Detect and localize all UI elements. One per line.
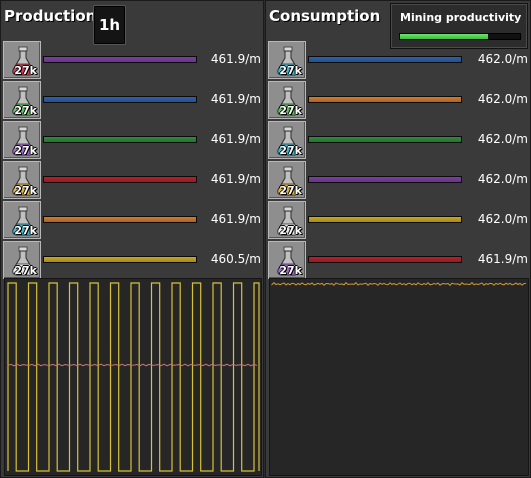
item-slot[interactable]: 27k bbox=[3, 201, 41, 239]
item-count: 27k bbox=[279, 144, 302, 157]
rate-bar-fill bbox=[44, 57, 196, 62]
production-oscillation-line bbox=[7, 282, 260, 472]
rate-bar bbox=[43, 256, 197, 263]
item-row[interactable]: 27k 461.9/m bbox=[3, 201, 263, 239]
time-range-button[interactable]: 1h bbox=[93, 5, 126, 45]
item-row[interactable]: 27k 462.0/m bbox=[268, 161, 530, 199]
item-count: 27k bbox=[279, 184, 302, 197]
item-count: 27k bbox=[14, 224, 37, 237]
item-slot[interactable]: 27k bbox=[3, 241, 41, 279]
mining-productivity-box: Mining productivity bbox=[390, 3, 528, 49]
production-average-line bbox=[7, 363, 258, 367]
item-rate: 461.9/m bbox=[477, 252, 528, 266]
item-slot[interactable]: 27k bbox=[268, 241, 306, 279]
rate-bar bbox=[308, 216, 462, 223]
rate-bar bbox=[43, 136, 197, 143]
item-slot[interactable]: 27k bbox=[268, 121, 306, 159]
consumption-panel: Consumption Mining productivity 27k 462.0… bbox=[265, 0, 531, 478]
rate-bar-fill bbox=[44, 177, 196, 182]
rate-bar-fill bbox=[44, 137, 196, 142]
rate-bar-fill bbox=[44, 217, 196, 222]
rate-bar-fill bbox=[309, 217, 461, 222]
item-row[interactable]: 27k 462.0/m bbox=[268, 41, 530, 79]
item-slot[interactable]: 27k bbox=[3, 121, 41, 159]
item-count: 27k bbox=[14, 64, 37, 77]
item-rate: 462.0/m bbox=[477, 132, 528, 146]
rate-bar-fill bbox=[309, 137, 461, 142]
item-count: 27k bbox=[279, 104, 302, 117]
rate-bar bbox=[308, 176, 462, 183]
consumption-line bbox=[271, 281, 527, 287]
rate-bar-fill bbox=[44, 97, 196, 102]
item-count: 27k bbox=[279, 224, 302, 237]
item-rate: 461.9/m bbox=[210, 172, 261, 186]
item-row[interactable]: 27k 462.0/m bbox=[268, 201, 530, 239]
consumption-title: Consumption bbox=[269, 7, 381, 25]
mining-productivity-fill bbox=[400, 34, 488, 39]
rate-bar bbox=[43, 56, 197, 63]
item-rate: 462.0/m bbox=[477, 92, 528, 106]
item-row[interactable]: 27k 462.0/m bbox=[268, 121, 530, 159]
rate-bar-fill bbox=[309, 177, 461, 182]
item-rate: 461.9/m bbox=[210, 212, 261, 226]
item-count: 27k bbox=[279, 64, 302, 77]
item-slot[interactable]: 27k bbox=[268, 201, 306, 239]
rate-bar-fill bbox=[309, 57, 461, 62]
item-rate: 461.9/m bbox=[210, 92, 261, 106]
production-graph-svg bbox=[7, 282, 260, 472]
item-count: 27k bbox=[14, 264, 37, 277]
item-rate: 461.9/m bbox=[210, 132, 261, 146]
item-row[interactable]: 27k 461.9/m bbox=[3, 81, 263, 119]
rate-bar bbox=[308, 56, 462, 63]
item-count: 27k bbox=[279, 264, 302, 277]
item-slot[interactable]: 27k bbox=[3, 81, 41, 119]
production-title: Production bbox=[4, 7, 97, 25]
item-row[interactable]: 27k 461.9/m bbox=[3, 41, 263, 79]
item-row[interactable]: 27k 461.9/m bbox=[3, 161, 263, 199]
item-rate: 462.0/m bbox=[477, 172, 528, 186]
item-row[interactable]: 27k 460.5/m bbox=[3, 241, 263, 279]
item-count: 27k bbox=[14, 104, 37, 117]
consumption-graph bbox=[269, 278, 529, 476]
mining-productivity-label: Mining productivity bbox=[400, 11, 522, 24]
rate-bar bbox=[308, 256, 462, 263]
consumption-graph-svg bbox=[271, 281, 527, 287]
rate-bar bbox=[43, 216, 197, 223]
item-rate: 460.5/m bbox=[210, 252, 261, 266]
item-rate: 462.0/m bbox=[477, 52, 528, 66]
item-slot[interactable]: 27k bbox=[268, 81, 306, 119]
rate-bar bbox=[308, 136, 462, 143]
rate-bar-fill bbox=[309, 257, 461, 262]
item-slot[interactable]: 27k bbox=[3, 41, 41, 79]
mining-productivity-bar bbox=[399, 33, 521, 40]
item-slot[interactable]: 27k bbox=[268, 41, 306, 79]
item-row[interactable]: 27k 461.9/m bbox=[268, 241, 530, 279]
rate-bar-fill bbox=[44, 257, 196, 262]
production-panel: Production 1h 27k 461.9/m 27k 461.9/m 27k 461… bbox=[0, 0, 264, 478]
item-row[interactable]: 27k 462.0/m bbox=[268, 81, 530, 119]
item-row[interactable]: 27k 461.9/m bbox=[3, 121, 263, 159]
rate-bar bbox=[43, 176, 197, 183]
item-count: 27k bbox=[14, 144, 37, 157]
item-slot[interactable]: 27k bbox=[268, 161, 306, 199]
production-graph bbox=[4, 278, 262, 476]
rate-bar bbox=[308, 96, 462, 103]
item-slot[interactable]: 27k bbox=[3, 161, 41, 199]
item-rate: 461.9/m bbox=[210, 52, 261, 66]
rate-bar-fill bbox=[309, 97, 461, 102]
item-rate: 462.0/m bbox=[477, 212, 528, 226]
item-count: 27k bbox=[14, 184, 37, 197]
rate-bar bbox=[43, 96, 197, 103]
